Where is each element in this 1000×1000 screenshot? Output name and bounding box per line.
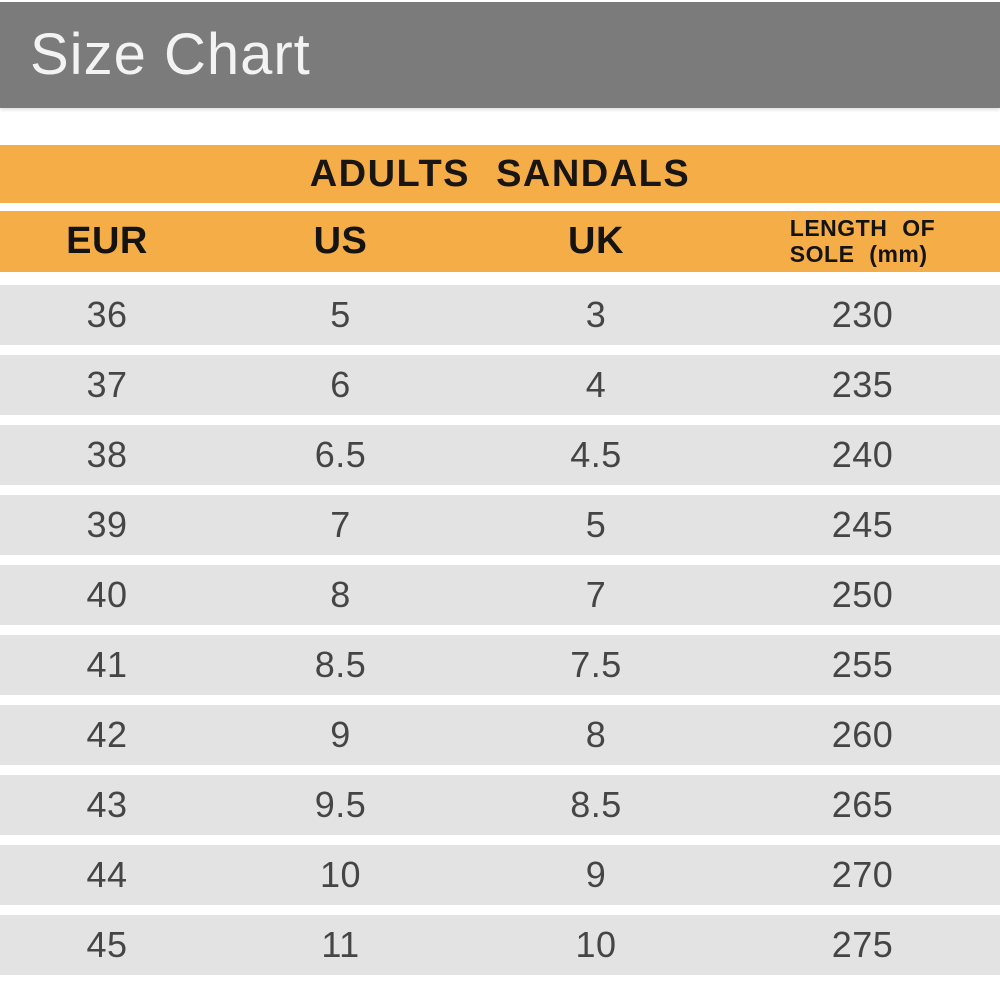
table-row: 38 6.5 4.5 240 bbox=[0, 425, 1000, 485]
cell-eur: 39 bbox=[86, 504, 128, 545]
cell-uk: 8.5 bbox=[570, 784, 622, 825]
cell-uk: 4.5 bbox=[570, 434, 622, 475]
cell-eur: 40 bbox=[86, 574, 128, 615]
cell-us: 9 bbox=[330, 714, 351, 755]
cell-us: 8 bbox=[330, 574, 351, 615]
header-sole-length-line1: LENGTH OF bbox=[789, 214, 936, 241]
table-header-row: EUR US UK LENGTH OF SOLE (mm) bbox=[0, 211, 1000, 272]
cell-sole-length: 250 bbox=[831, 574, 894, 615]
cell-eur: 41 bbox=[86, 644, 128, 685]
page-title: Size Chart bbox=[30, 22, 311, 87]
table-row: 44 10 9 270 bbox=[0, 845, 1000, 905]
table-row: 45 11 10 275 bbox=[0, 915, 1000, 975]
cell-uk: 7 bbox=[585, 574, 607, 615]
cell-sole-length: 275 bbox=[831, 924, 894, 965]
cell-us: 6.5 bbox=[314, 434, 367, 475]
cell-us: 10 bbox=[319, 854, 362, 895]
cell-uk: 4 bbox=[585, 364, 607, 405]
header-sole-length-label: LENGTH OF SOLE (mm) bbox=[789, 214, 936, 268]
table-row: 37 6 4 235 bbox=[0, 355, 1000, 415]
table-row: 42 9 8 260 bbox=[0, 705, 1000, 765]
table-title: ADULTS SANDALS bbox=[309, 153, 691, 195]
cell-eur: 44 bbox=[86, 854, 128, 895]
cell-eur: 42 bbox=[86, 714, 128, 755]
header-sole-length-line2: SOLE (mm) bbox=[789, 240, 928, 267]
table-row: 41 8.5 7.5 255 bbox=[0, 635, 1000, 695]
table-row: 36 5 3 230 bbox=[0, 285, 1000, 345]
banner: Size Chart bbox=[0, 2, 1000, 108]
cell-sole-length: 255 bbox=[831, 644, 894, 685]
cell-uk: 3 bbox=[585, 294, 607, 335]
cell-eur: 38 bbox=[86, 434, 128, 475]
cell-eur: 43 bbox=[86, 784, 128, 825]
table-row: 39 7 5 245 bbox=[0, 495, 1000, 555]
cell-uk: 10 bbox=[575, 924, 617, 965]
cell-us: 11 bbox=[321, 924, 360, 965]
cell-sole-length: 245 bbox=[831, 504, 894, 545]
cell-us: 7 bbox=[330, 504, 351, 545]
cell-sole-length: 235 bbox=[831, 364, 894, 405]
table-row: 40 8 7 250 bbox=[0, 565, 1000, 625]
cell-us: 8.5 bbox=[314, 644, 367, 685]
cell-eur: 45 bbox=[86, 924, 128, 965]
cell-uk: 7.5 bbox=[570, 644, 622, 685]
header-us: US bbox=[313, 220, 368, 262]
cell-us: 9.5 bbox=[314, 784, 367, 825]
cell-sole-length: 265 bbox=[831, 784, 894, 825]
cell-uk: 8 bbox=[585, 714, 607, 755]
table-title-bar: ADULTS SANDALS bbox=[0, 145, 1000, 203]
cell-eur: 37 bbox=[86, 364, 128, 405]
header-sole-length: LENGTH OF SOLE (mm) bbox=[725, 211, 1000, 272]
cell-sole-length: 270 bbox=[831, 854, 894, 895]
cell-sole-length: 240 bbox=[831, 434, 894, 475]
table-row: 43 9.5 8.5 265 bbox=[0, 775, 1000, 835]
cell-us: 6 bbox=[330, 364, 351, 405]
table-body: 36 5 3 230 37 6 4 235 38 6.5 4.5 240 39 … bbox=[0, 285, 1000, 975]
cell-sole-length: 230 bbox=[831, 294, 894, 335]
cell-us: 5 bbox=[330, 294, 351, 335]
cell-eur: 36 bbox=[86, 294, 128, 335]
cell-sole-length: 260 bbox=[831, 714, 894, 755]
cell-uk: 5 bbox=[585, 504, 607, 545]
header-uk: UK bbox=[568, 220, 624, 262]
header-eur: EUR bbox=[66, 220, 148, 262]
cell-uk: 9 bbox=[585, 854, 607, 895]
